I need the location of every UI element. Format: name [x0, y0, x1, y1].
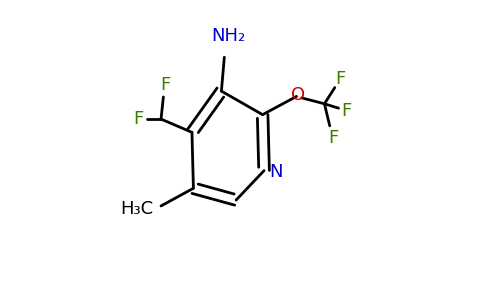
Text: F: F [341, 102, 352, 120]
Text: F: F [133, 110, 143, 128]
Text: N: N [270, 163, 283, 181]
Text: NH₂: NH₂ [212, 28, 246, 46]
Text: F: F [160, 76, 170, 94]
Text: H₃C: H₃C [121, 200, 153, 218]
Text: F: F [328, 129, 338, 147]
Text: O: O [291, 86, 305, 104]
Text: F: F [335, 70, 346, 88]
